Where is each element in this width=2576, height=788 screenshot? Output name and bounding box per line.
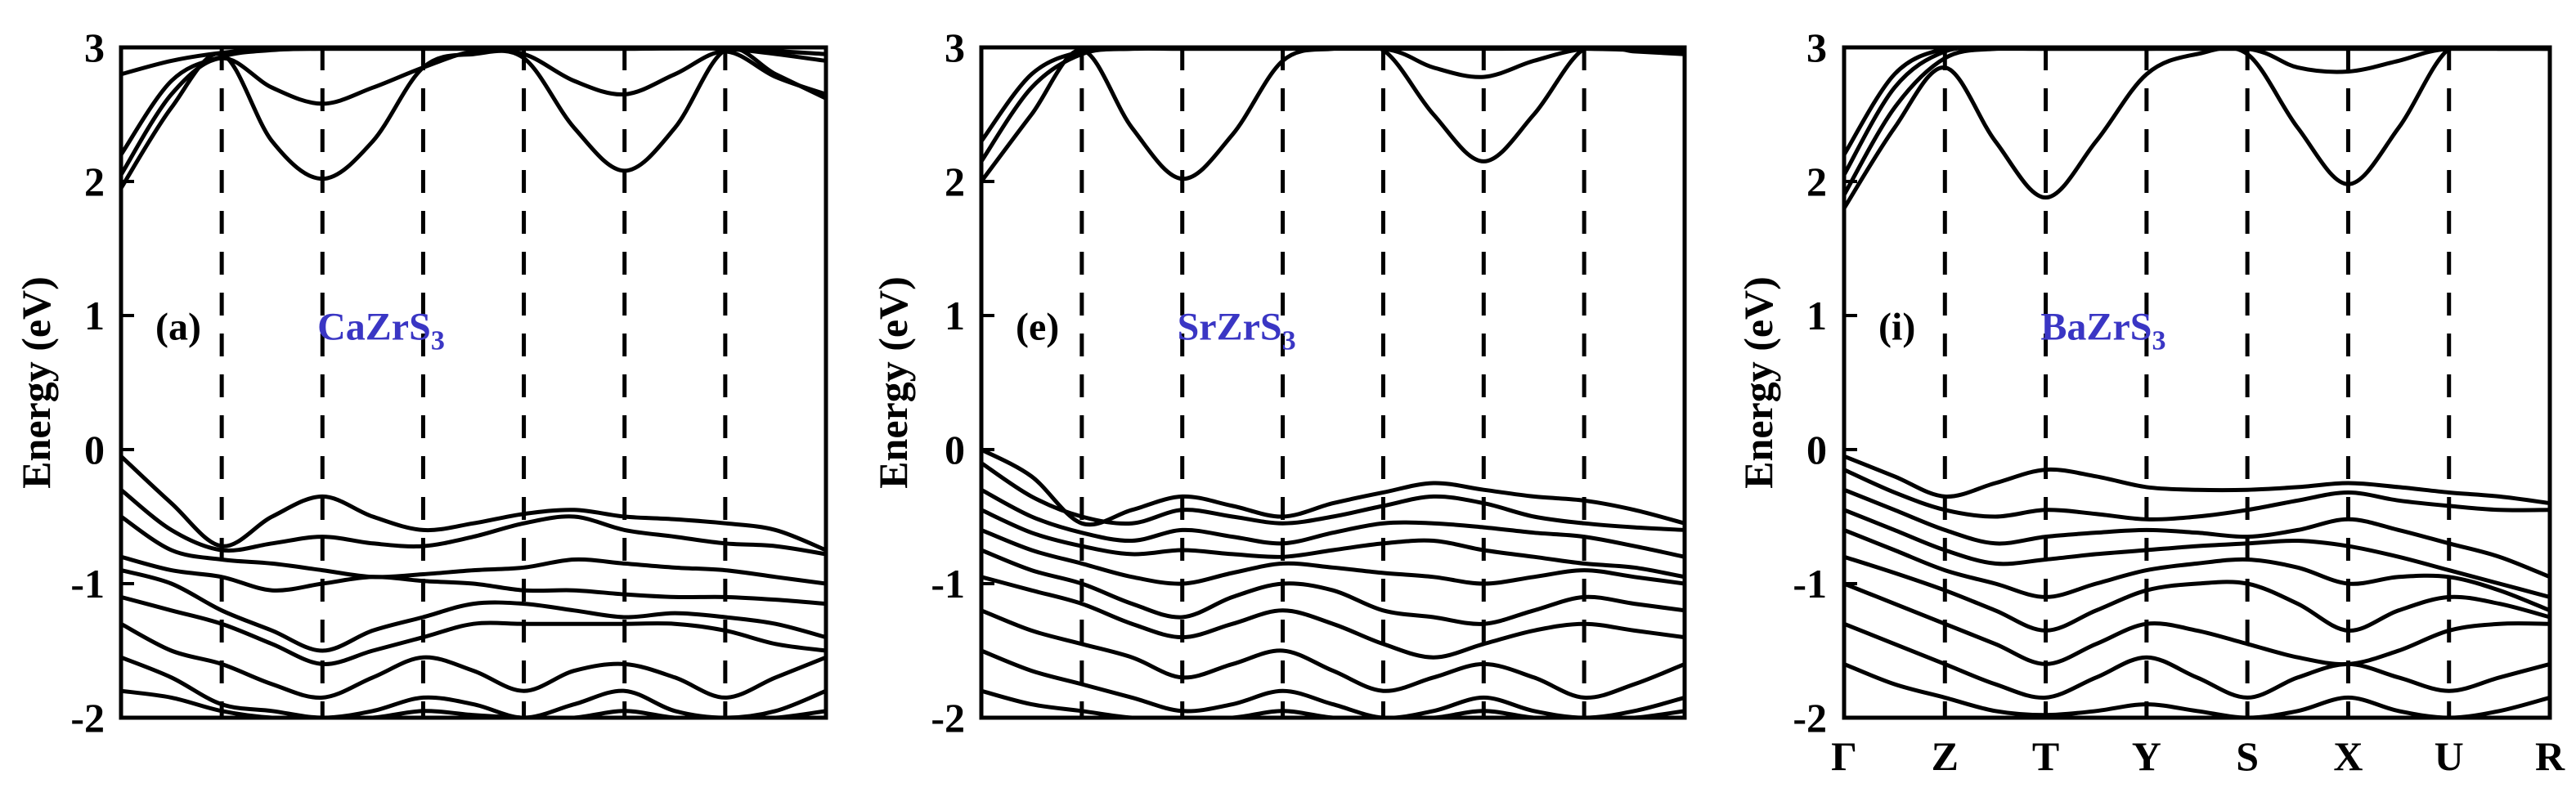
panel-label: (a) bbox=[155, 305, 201, 348]
plot-frame bbox=[1842, 45, 2552, 720]
x-tick-label: Γ bbox=[1831, 733, 1857, 779]
band-line bbox=[121, 514, 826, 586]
band-line bbox=[121, 487, 826, 557]
band-line bbox=[981, 508, 1685, 580]
plot-frame bbox=[979, 45, 1687, 720]
band-line bbox=[121, 594, 826, 666]
band-line bbox=[1844, 621, 2550, 700]
x-tick-label: R bbox=[2535, 733, 2565, 779]
band-line bbox=[981, 608, 1685, 700]
x-tick-label: Z bbox=[1932, 733, 1959, 779]
compound-subscript: 3 bbox=[1282, 325, 1296, 356]
y-tick-label: 0 bbox=[1806, 427, 1827, 472]
band-line bbox=[1844, 487, 2550, 580]
y-tick-label: 2 bbox=[1806, 159, 1827, 204]
band-line bbox=[1844, 527, 2550, 613]
plot-frame bbox=[119, 45, 828, 720]
band-line bbox=[121, 621, 826, 700]
band-line bbox=[981, 648, 1685, 718]
y-tick-label: -2 bbox=[931, 695, 965, 741]
band-line bbox=[981, 688, 1685, 718]
band-line bbox=[1844, 47, 2550, 177]
band-line bbox=[981, 47, 1685, 144]
band-line bbox=[121, 47, 826, 190]
x-tick-label: Y bbox=[2132, 733, 2161, 779]
panel-label: (e) bbox=[1016, 305, 1059, 348]
band-line bbox=[981, 447, 1685, 527]
band-line bbox=[1844, 454, 2550, 506]
y-tick-label: -2 bbox=[70, 695, 105, 741]
band-line bbox=[121, 568, 826, 653]
compound-label: SrZrS3 bbox=[1178, 305, 1296, 356]
band-line bbox=[1844, 47, 2550, 211]
band-lines bbox=[981, 47, 1685, 718]
y-tick-label: 3 bbox=[1806, 25, 1827, 70]
band-line bbox=[1844, 581, 2550, 667]
y-tick-label: 2 bbox=[945, 159, 965, 204]
y-tick-label: -2 bbox=[1793, 695, 1827, 741]
compound-subscript: 3 bbox=[431, 325, 445, 356]
x-tick-label: X bbox=[2333, 733, 2363, 779]
y-tick-label: 0 bbox=[945, 427, 965, 472]
y-tick-label: 1 bbox=[1806, 293, 1827, 338]
band-line bbox=[981, 548, 1685, 626]
y-axis-title: Energy (eV) bbox=[13, 276, 59, 489]
y-tick-label: 3 bbox=[84, 25, 105, 70]
band-line bbox=[121, 454, 826, 553]
band-line bbox=[121, 47, 826, 177]
band-lines bbox=[1844, 47, 2550, 718]
band-line bbox=[1844, 554, 2550, 633]
compound-base: BaZrS bbox=[2040, 305, 2152, 348]
y-axis-title: Energy (eV) bbox=[870, 276, 916, 489]
band-line bbox=[1844, 468, 2550, 522]
compound-label: CaZrS3 bbox=[317, 305, 445, 356]
y-tick-label: 2 bbox=[84, 159, 105, 204]
y-tick-label: -1 bbox=[1793, 561, 1827, 607]
band-lines bbox=[121, 47, 826, 718]
x-tick-label: U bbox=[2435, 733, 2464, 779]
panel-label: (i) bbox=[1878, 305, 1915, 348]
band-line bbox=[981, 47, 1685, 184]
band-line bbox=[981, 487, 1685, 559]
x-tick-label: T bbox=[2032, 733, 2059, 779]
y-tick-label: 1 bbox=[945, 293, 965, 338]
y-tick-label: 0 bbox=[84, 427, 105, 472]
compound-base: CaZrS bbox=[317, 305, 431, 348]
compound-base: SrZrS bbox=[1178, 305, 1282, 348]
band-line bbox=[1844, 508, 2550, 599]
band-line bbox=[981, 575, 1685, 660]
x-tick-label: S bbox=[2236, 733, 2259, 779]
y-tick-label: -1 bbox=[70, 561, 105, 607]
compound-label: BaZrS3 bbox=[2040, 305, 2165, 356]
y-tick-label: 3 bbox=[945, 25, 965, 70]
band-line bbox=[1844, 47, 2550, 157]
compound-subscript: 3 bbox=[2152, 325, 2165, 356]
band-line bbox=[121, 47, 826, 157]
y-axis-title: Energy (eV) bbox=[1735, 276, 1781, 489]
band-line bbox=[981, 527, 1685, 586]
band-line bbox=[981, 47, 1685, 163]
y-tick-label: 1 bbox=[84, 293, 105, 338]
band-line bbox=[121, 688, 826, 718]
band-line bbox=[981, 460, 1685, 532]
band-line bbox=[121, 554, 826, 607]
y-tick-label: -1 bbox=[931, 561, 965, 607]
